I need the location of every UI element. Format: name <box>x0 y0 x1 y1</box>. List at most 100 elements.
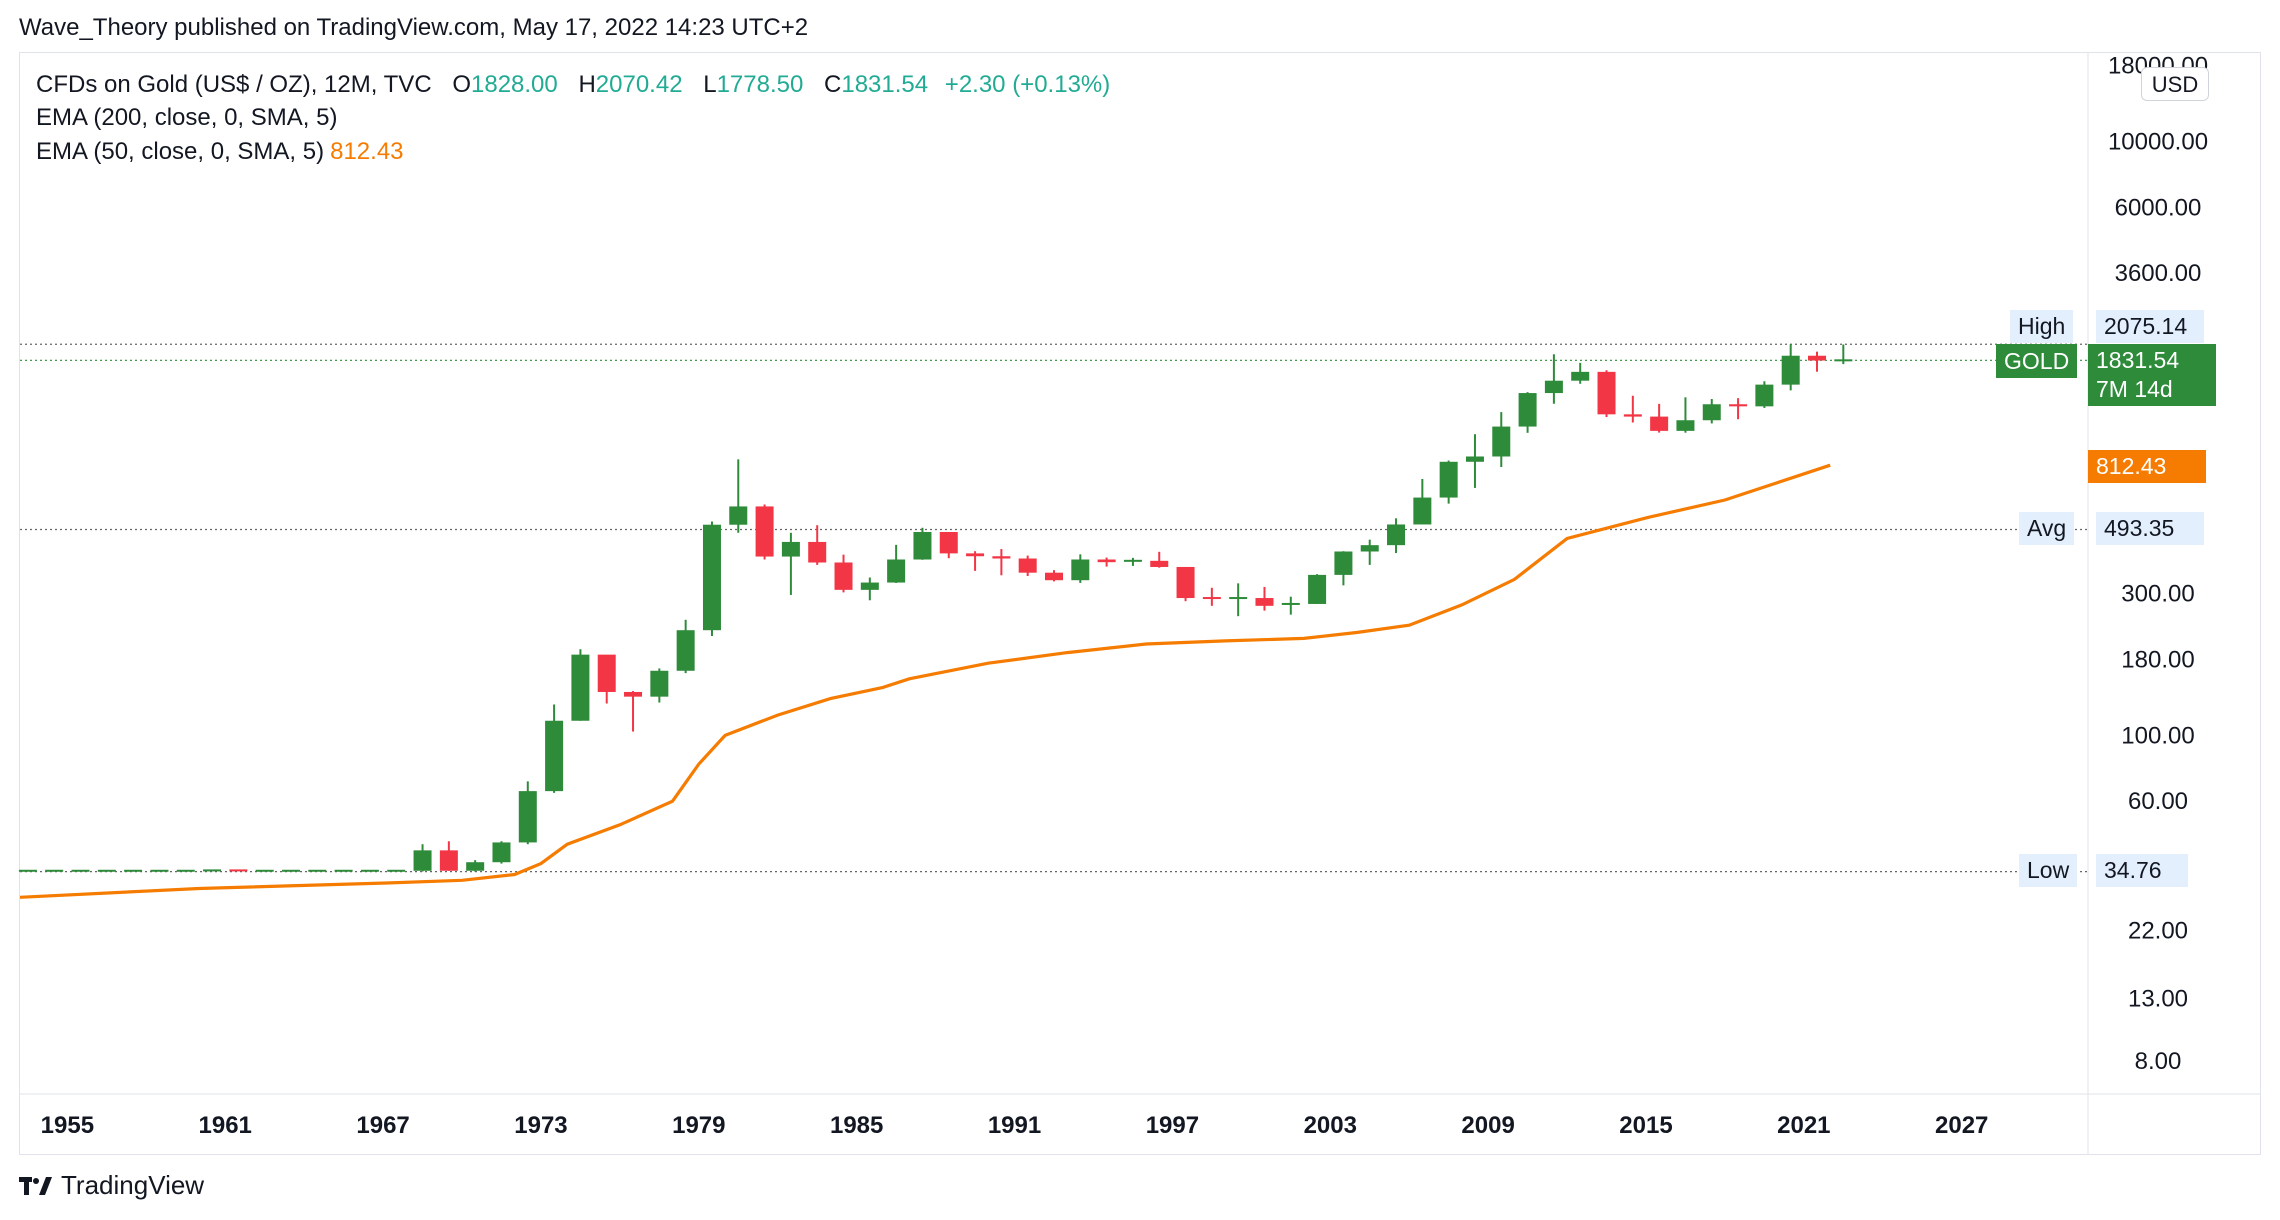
candle-body <box>176 869 195 872</box>
candle-1998 <box>1202 587 1221 606</box>
candle-body <box>1623 414 1642 417</box>
candles <box>18 344 1853 872</box>
candle-1955 <box>71 869 90 872</box>
candle-1978 <box>676 619 695 674</box>
candle-body <box>439 850 458 871</box>
legend-low-value: 1778.50 <box>716 71 804 98</box>
candle-body <box>1808 355 1827 361</box>
candle-2005 <box>1387 518 1406 554</box>
legend-ema200[interactable]: EMA (200, close, 0, SMA, 5) <box>36 104 337 132</box>
candle-2021 <box>1808 351 1827 372</box>
candle-2011 <box>1544 354 1563 404</box>
candle-body <box>150 869 169 872</box>
low-value-tag: 34.76 <box>2096 854 2188 887</box>
candle-1972 <box>518 781 537 845</box>
candle-body <box>1071 559 1090 581</box>
candle-body <box>1255 598 1274 606</box>
candle-1986 <box>887 544 906 583</box>
chart-frame[interactable] <box>19 52 2261 1155</box>
candle-body <box>1176 566 1195 599</box>
candle-body <box>387 869 406 872</box>
candle-1987 <box>913 527 932 560</box>
candle-body <box>676 630 695 671</box>
candle-body <box>203 869 222 872</box>
candle-1990 <box>992 549 1011 576</box>
legend-high-value: 2070.42 <box>595 71 683 98</box>
candle-1981 <box>755 504 774 560</box>
candle-1994 <box>1097 557 1116 567</box>
candle-1968 <box>413 844 432 872</box>
time-tick-label: 2027 <box>1935 1112 1988 1139</box>
candlestick-chart[interactable]: 18000.0010000.006000.003600.001800.00300… <box>0 0 2280 1160</box>
candle-1977 <box>650 668 669 703</box>
candle-body <box>1413 497 1432 525</box>
candle-body <box>1018 558 1037 573</box>
legend-ema200-label: EMA (200, close, 0, SMA, 5) <box>36 104 338 131</box>
candle-1995 <box>1123 557 1142 566</box>
candle-2020 <box>1781 344 1800 391</box>
candle-1982 <box>781 532 800 595</box>
candle-2008 <box>1465 434 1484 488</box>
candle-body <box>1597 371 1616 415</box>
candle-1984 <box>834 554 853 593</box>
candle-body <box>281 869 300 872</box>
price-tick-label: 8.00 <box>2135 1048 2182 1075</box>
avg-label-tag: Avg <box>2019 512 2075 545</box>
candle-1979 <box>702 521 721 637</box>
candle-1970 <box>466 860 485 872</box>
published-by-line: Wave_Theory published on TradingView.com… <box>19 14 809 41</box>
candle-1964 <box>308 869 327 872</box>
candle-1958 <box>150 869 169 872</box>
time-tick-label: 1985 <box>830 1112 883 1139</box>
footer-brand-text: TradingView <box>61 1170 205 1200</box>
candle-2012 <box>1571 362 1590 384</box>
candle-body <box>124 869 143 872</box>
candle-1969 <box>439 841 458 871</box>
price-tick-label: 6000.00 <box>2115 194 2202 221</box>
candle-body <box>571 654 590 721</box>
candle-body <box>1229 597 1248 600</box>
candle-1953 <box>18 869 37 872</box>
legend-ema50[interactable]: EMA (50, close, 0, SMA, 5) 812.43 <box>36 138 404 166</box>
last-price-tag: 1831.54 7M 14d <box>2088 344 2216 406</box>
candle-body <box>992 556 1011 559</box>
candle-body <box>45 869 64 872</box>
candle-2009 <box>1492 412 1511 468</box>
candle-body <box>18 869 37 872</box>
candle-body <box>1781 355 1800 385</box>
candle-body <box>1439 461 1458 498</box>
currency-button[interactable]: USD <box>2141 67 2209 101</box>
footer-brand[interactable]: TradingView <box>19 1170 204 1201</box>
candle-body <box>360 869 379 872</box>
candle-2014 <box>1623 395 1642 423</box>
candle-1976 <box>624 691 643 732</box>
candle-body <box>966 553 985 557</box>
candle-1973 <box>545 704 564 793</box>
candle-body <box>781 541 800 557</box>
candle-1989 <box>966 551 985 571</box>
candle-body <box>1202 597 1221 600</box>
candle-body <box>597 654 616 692</box>
candle-2006 <box>1413 478 1432 525</box>
candle-body <box>1518 393 1537 427</box>
candle-body <box>1387 524 1406 546</box>
legend-ema50-value: 812.43 <box>330 138 404 165</box>
candle-body <box>518 791 537 843</box>
candle-body <box>1334 551 1353 575</box>
candle-body <box>255 869 274 872</box>
candle-body <box>1676 420 1695 431</box>
candle-1974 <box>571 649 590 721</box>
legend-symbol[interactable]: CFDs on Gold (US$ / OZ), 12M, TVC <box>36 71 432 98</box>
symbol-label-tag: GOLD <box>1996 344 2078 378</box>
price-tick-label: 22.00 <box>2128 918 2188 945</box>
ema50-price-tag: 812.43 <box>2088 450 2206 483</box>
candle-body <box>1281 602 1300 605</box>
ema-layer <box>19 463 1831 899</box>
candle-body <box>1465 456 1484 462</box>
candle-body <box>834 562 853 590</box>
candle-1985 <box>860 577 879 601</box>
candle-body <box>755 506 774 557</box>
candle-body <box>624 691 643 697</box>
candle-body <box>1097 559 1116 563</box>
candle-1954 <box>45 869 64 872</box>
